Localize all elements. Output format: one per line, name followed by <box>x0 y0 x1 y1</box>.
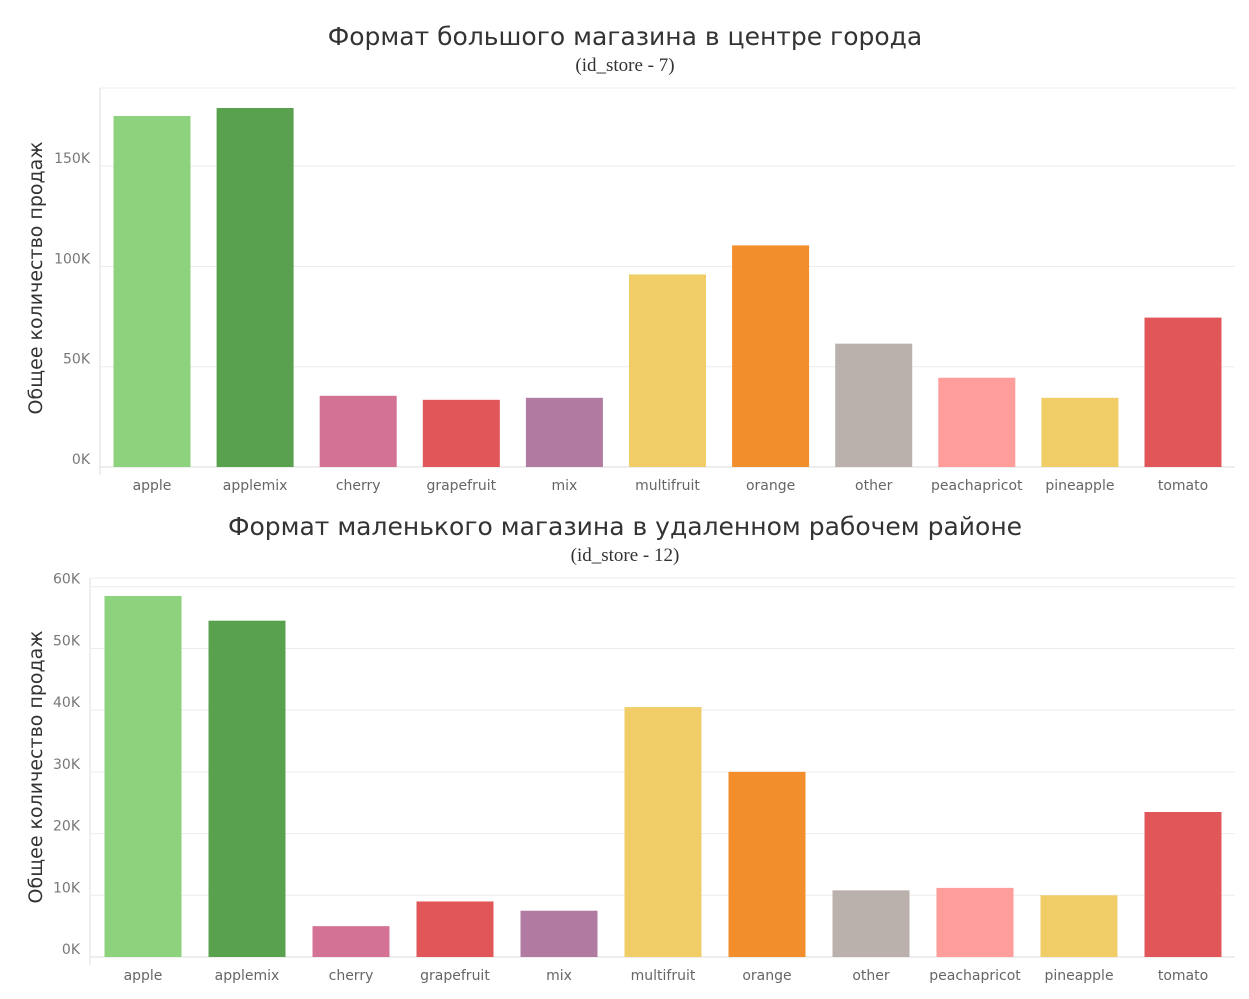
chart-1-bar-pineapple <box>1041 397 1119 467</box>
chart-2-y-tick-label: 60K <box>53 572 81 588</box>
chart-2-category-label: cherry <box>329 968 374 984</box>
chart-2-y-tick-label: 40K <box>53 695 81 711</box>
chart-1-category-label: mix <box>551 478 577 494</box>
chart-2-category-label: multifruit <box>631 968 696 984</box>
chart-2-category-labels: apple applemix cherry grapefruit mix multifru… <box>124 968 1209 984</box>
chart-2-bar-orange <box>728 771 806 957</box>
chart-2-bar-peachapricot <box>936 887 1014 957</box>
chart-2-category-label: apple <box>124 968 163 984</box>
chart-2-bar-pineapple <box>1040 895 1118 957</box>
chart-1-category-label: apple <box>133 478 172 494</box>
chart-1-bar-tomato <box>1144 317 1222 467</box>
chart-2-category-label: peachapricot <box>929 968 1021 984</box>
chart-1-category-label: peachapricot <box>931 478 1023 494</box>
chart-1-bar-grapefruit <box>422 399 500 467</box>
chart-2-bar-applemix <box>208 620 286 957</box>
chart-2-y-tick-label: 0K <box>62 942 81 958</box>
chart-2-category-label: pineapple <box>1044 968 1113 984</box>
chart-1-category-label: cherry <box>336 478 381 494</box>
chart-2-bar-cherry <box>312 926 390 957</box>
chart-1-category-label: orange <box>746 478 795 494</box>
chart-1-category-labels: apple applemix cherry grapefruit mix multifru… <box>133 478 1209 494</box>
chart-1-bar-mix <box>525 397 603 467</box>
chart-2-bar-other <box>832 890 910 957</box>
chart-2-category-label: tomato <box>1158 968 1208 984</box>
chart-2-y-tick-label: 50K <box>53 633 81 649</box>
chart-1-title: Формат большого магазина в центре города <box>328 22 923 51</box>
chart-1-category-label: applemix <box>223 478 288 494</box>
chart-2-bars <box>104 596 1222 957</box>
chart-2-bar-apple <box>104 596 182 957</box>
chart-1-bar-peachapricot <box>938 377 1016 467</box>
chart-1-category-label: tomato <box>1158 478 1208 494</box>
chart-1-bars <box>113 108 1222 468</box>
chart-1: Формат большого магазина в центре города… <box>25 22 1235 494</box>
chart-1-category-label: other <box>855 478 893 494</box>
chart-1-bar-other <box>835 343 913 467</box>
chart-2-category-label: grapefruit <box>420 968 490 984</box>
chart-1-category-label: pineapple <box>1045 478 1114 494</box>
chart-1-category-label: multifruit <box>635 478 700 494</box>
chart-2-category-label: mix <box>546 968 572 984</box>
chart-2-title: Формат маленького магазина в удаленном р… <box>228 512 1022 541</box>
chart-1-y-tick-label: 0K <box>72 452 91 468</box>
chart-2-category-label: orange <box>742 968 791 984</box>
chart-2-y-tick-label: 30K <box>53 757 81 773</box>
chart-1-bar-apple <box>113 116 191 468</box>
chart-1-subtitle: (id_store - 7) <box>575 55 674 76</box>
chart-2-y-ticks: 0K 10K 20K 30K 40K 50K 60K <box>53 572 81 958</box>
chart-1-bar-multifruit <box>629 274 706 467</box>
chart-1-y-tick-label: 50K <box>63 352 91 368</box>
chart-2-category-label: other <box>852 968 890 984</box>
chart-1-y-ticks: 0K 50K 100K 150K <box>54 151 91 468</box>
chart-2-y-tick-label: 20K <box>53 819 81 835</box>
chart-2-bar-multifruit <box>624 707 702 957</box>
chart-2-bar-tomato <box>1144 811 1222 957</box>
chart-1-y-tick-label: 100K <box>54 251 91 267</box>
chart-2-category-label: applemix <box>215 968 280 984</box>
chart-2-y-axis-label: Общее количество продаж <box>25 631 47 904</box>
chart-2-bar-mix <box>520 910 598 957</box>
chart-1-y-tick-label: 150K <box>54 151 91 167</box>
chart-1-y-axis-label: Общее количество продаж <box>25 142 47 415</box>
chart-2-y-tick-label: 10K <box>53 880 81 896</box>
chart-1-bar-cherry <box>319 395 397 467</box>
chart-1-bar-orange <box>732 245 810 467</box>
chart-2-subtitle: (id_store - 12) <box>571 545 680 566</box>
chart-1-bar-applemix <box>216 108 294 467</box>
chart-2: Формат маленького магазина в удаленном р… <box>25 512 1235 984</box>
chart-1-category-label: grapefruit <box>426 478 496 494</box>
chart-2-bar-grapefruit <box>416 901 494 957</box>
